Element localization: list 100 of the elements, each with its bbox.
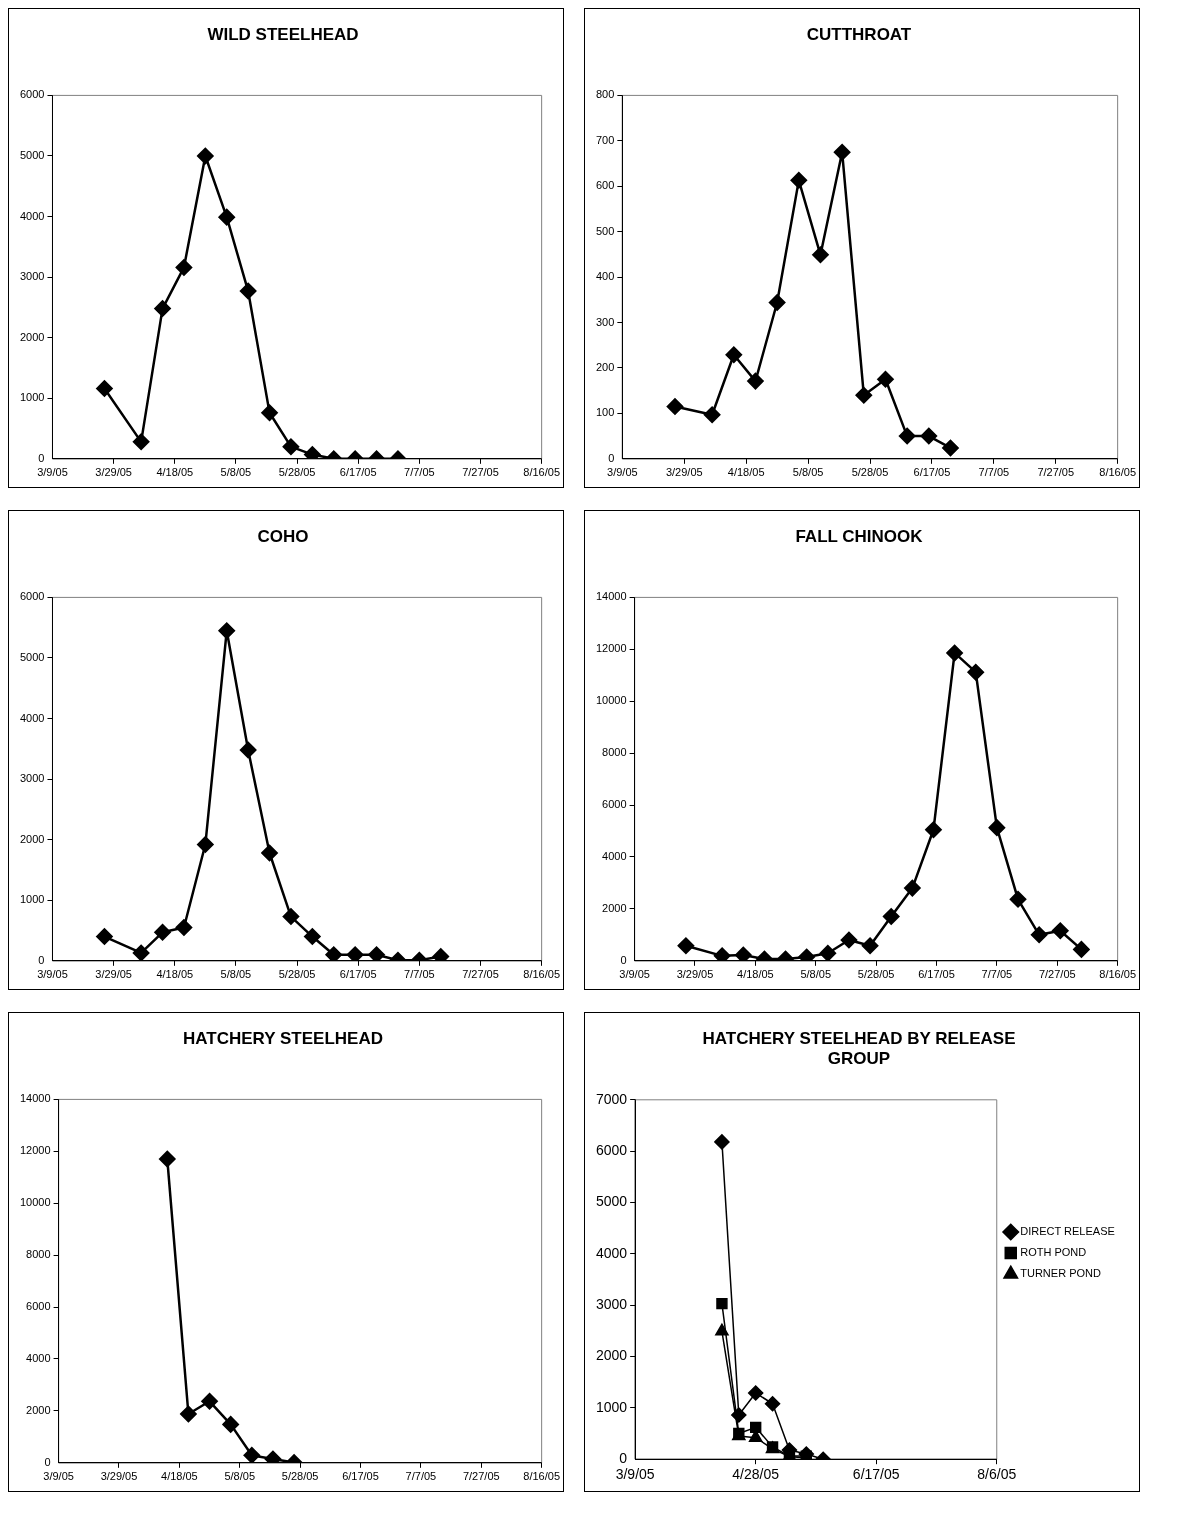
- x-tick-label: 8/16/05: [523, 1470, 560, 1483]
- x-tick-label: 4/18/05: [737, 968, 774, 981]
- x-tick-label: 7/27/05: [1037, 466, 1075, 479]
- y-tick-label: 4000: [595, 1244, 628, 1261]
- x-tick-label: 3/29/05: [100, 1470, 138, 1483]
- x-tick-label: 5/28/05: [278, 466, 316, 479]
- x-tick-label: 3/9/05: [615, 1466, 655, 1483]
- x-tick-label: 6/17/05: [339, 466, 377, 479]
- x-tick-label: 3/29/05: [95, 968, 132, 981]
- y-tick-label: 8000: [26, 1248, 51, 1261]
- y-tick-label: 0: [38, 953, 45, 966]
- x-tick-label: 5/28/05: [278, 968, 316, 981]
- y-tick-label: 3000: [595, 1296, 628, 1313]
- x-tick-label: 5/8/05: [800, 968, 832, 981]
- y-tick-label: 3000: [19, 270, 45, 283]
- x-tick-label: 4/18/05: [156, 968, 194, 981]
- y-tick-label: 14000: [595, 590, 627, 603]
- y-tick-label: 6000: [595, 1142, 628, 1158]
- y-tick-label: 6000: [602, 798, 627, 811]
- x-tick-label: 6/17/05: [852, 1466, 900, 1483]
- legend-label: ROTH POND: [1020, 1246, 1087, 1259]
- y-tick-label: 0: [38, 451, 45, 464]
- x-tick-label: 3/9/05: [607, 466, 638, 479]
- x-tick-label: 7/27/05: [462, 466, 499, 479]
- y-tick-label: 1000: [595, 1398, 628, 1415]
- x-tick-label: 6/17/05: [339, 968, 377, 981]
- x-tick-label: 7/7/05: [978, 466, 1010, 479]
- y-tick-label: 200: [595, 360, 615, 373]
- y-tick-label: 10000: [19, 1196, 51, 1209]
- y-tick-label: 12000: [19, 1144, 51, 1157]
- y-tick-label: 0: [620, 953, 627, 966]
- x-tick-label: 4/18/05: [161, 1470, 198, 1483]
- x-tick-label: 3/29/05: [95, 466, 132, 479]
- y-tick-label: 2000: [19, 330, 45, 343]
- y-tick-label: 2000: [602, 901, 627, 914]
- x-tick-label: 5/8/05: [224, 1470, 256, 1483]
- y-tick-label: 5000: [19, 651, 45, 663]
- x-tick-label: 5/8/05: [220, 968, 252, 981]
- x-tick-label: 8/16/05: [523, 466, 560, 479]
- y-tick-label: 0: [44, 1455, 51, 1468]
- x-tick-label: 3/9/05: [43, 1470, 74, 1483]
- x-tick-label: 5/8/05: [792, 466, 824, 479]
- y-tick-label: 10000: [595, 694, 627, 707]
- y-tick-label: 14000: [19, 1092, 51, 1105]
- y-tick-label: 12000: [595, 642, 627, 655]
- y-tick-label: 8000: [602, 746, 627, 759]
- x-tick-label: 4/28/05: [732, 1466, 780, 1483]
- x-tick-label: 3/29/05: [676, 968, 714, 981]
- chart-title: CUTTHROAT: [806, 24, 912, 44]
- y-tick-label: 800: [595, 88, 615, 101]
- y-tick-label: 4000: [26, 1352, 51, 1364]
- chart-title: WILD STEELHEAD: [207, 24, 359, 44]
- x-tick-label: 6/17/05: [918, 968, 955, 981]
- y-tick-label: 4000: [19, 209, 45, 222]
- x-tick-label: 4/18/05: [156, 466, 194, 479]
- y-tick-label: 100: [595, 406, 615, 419]
- x-tick-label: 8/16/05: [523, 968, 560, 981]
- x-tick-label: 3/9/05: [37, 466, 68, 479]
- y-tick-label: 3000: [19, 772, 45, 785]
- y-tick-label: 4000: [19, 711, 45, 724]
- x-tick-label: 5/28/05: [857, 968, 895, 981]
- y-tick-label: 300: [595, 315, 615, 328]
- y-tick-label: 2000: [19, 832, 45, 845]
- chart-title: COHO: [257, 526, 309, 546]
- x-tick-label: 6/17/05: [342, 1470, 379, 1483]
- x-tick-label: 7/7/05: [404, 968, 435, 981]
- x-tick-label: 7/7/05: [405, 1470, 437, 1483]
- y-tick-label: 5000: [19, 149, 45, 161]
- y-tick-label: 400: [595, 270, 615, 283]
- x-tick-label: 4/18/05: [727, 466, 765, 479]
- y-tick-label: 2000: [595, 1347, 628, 1364]
- x-tick-label: 8/6/05: [977, 1466, 1017, 1483]
- y-tick-label: 700: [595, 133, 615, 146]
- x-tick-label: 8/16/05: [1099, 466, 1136, 479]
- y-tick-label: 6000: [19, 590, 45, 603]
- legend-label: DIRECT RELEASE: [1020, 1225, 1115, 1238]
- y-tick-label: 6000: [26, 1300, 51, 1313]
- y-tick-label: 2000: [26, 1403, 51, 1416]
- chart-title: HATCHERY STEELHEAD BY RELEASE GROUP: [702, 1028, 1016, 1069]
- y-tick-label: 0: [608, 451, 615, 464]
- y-tick-label: 5000: [595, 1193, 628, 1210]
- x-tick-label: 5/8/05: [220, 466, 252, 479]
- chart-title: FALL CHINOOK: [795, 526, 924, 546]
- y-tick-label: 7000: [595, 1090, 628, 1107]
- x-tick-label: 5/28/05: [851, 466, 889, 479]
- x-tick-label: 7/27/05: [462, 968, 499, 981]
- x-tick-label: 6/17/05: [913, 466, 951, 479]
- legend-label: TURNER POND: [1020, 1267, 1101, 1280]
- y-tick-label: 6000: [19, 88, 45, 101]
- chart-title: HATCHERY STEELHEAD: [183, 1028, 383, 1048]
- x-tick-label: 7/7/05: [404, 466, 435, 479]
- y-tick-label: 1000: [19, 391, 45, 404]
- x-tick-label: 3/29/05: [665, 466, 703, 479]
- x-tick-label: 5/28/05: [281, 1470, 319, 1483]
- y-tick-label: 4000: [602, 850, 627, 862]
- x-tick-label: 3/9/05: [37, 968, 68, 981]
- x-tick-label: 3/9/05: [619, 968, 650, 981]
- y-tick-label: 600: [595, 179, 615, 192]
- y-tick-label: 1000: [19, 893, 45, 906]
- y-tick-label: 0: [619, 1450, 628, 1467]
